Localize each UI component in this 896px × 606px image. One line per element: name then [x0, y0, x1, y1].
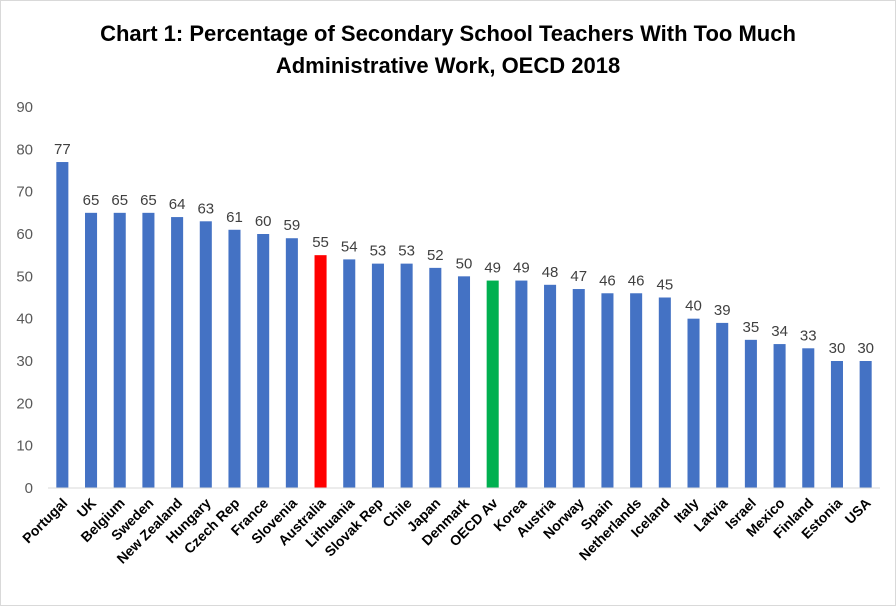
y-tick-label: 40: [16, 311, 33, 328]
data-label: 55: [312, 234, 329, 251]
bar-italy: [687, 318, 700, 488]
bar-latvia: [716, 322, 729, 488]
bar-finland: [802, 348, 815, 488]
data-label: 59: [284, 217, 301, 234]
bars: [56, 162, 872, 489]
chart-title: Chart 1: Percentage of Secondary School …: [0, 18, 896, 82]
bar-estonia: [830, 361, 843, 488]
data-label: 30: [829, 340, 846, 357]
data-label: 46: [599, 272, 616, 289]
y-tick-label: 20: [16, 395, 33, 412]
bar-france: [257, 234, 270, 488]
y-tick-label: 80: [16, 141, 33, 158]
data-label: 60: [255, 213, 272, 230]
bar-slovak-rep: [371, 263, 384, 488]
bar-iceland: [658, 297, 671, 488]
bar-spain: [601, 293, 614, 488]
data-label: 52: [427, 247, 444, 264]
bar-oecd-av: [486, 280, 499, 488]
data-label: 40: [685, 298, 702, 315]
bar-usa: [859, 361, 872, 488]
data-label: 64: [169, 196, 186, 213]
bar-denmark: [457, 276, 471, 488]
y-tick-label: 90: [16, 99, 33, 116]
bar-korea: [515, 280, 528, 488]
data-label: 47: [570, 268, 587, 285]
y-tick-label: 30: [16, 353, 33, 370]
y-tick-label: 10: [16, 438, 33, 455]
bar-lithuania: [343, 259, 356, 488]
bar-mexico: [773, 344, 786, 488]
data-label: 49: [484, 260, 501, 277]
y-tick-label: 0: [25, 480, 33, 497]
bar-belgium: [113, 212, 126, 488]
bar-hungary: [199, 221, 212, 489]
bar-slovenia: [285, 238, 298, 488]
data-label: 50: [456, 255, 473, 272]
data-label: 30: [857, 340, 874, 357]
x-tick-label: Latvia: [690, 495, 730, 535]
bar-norway: [572, 289, 585, 488]
data-label: 54: [341, 238, 358, 255]
data-label: 65: [140, 192, 157, 209]
bar-austria: [544, 284, 557, 488]
bar-australia: [314, 255, 327, 488]
y-axis: 0 10 20 30 40 50 60 70 80 90: [16, 99, 33, 497]
bar-japan: [429, 267, 442, 488]
data-label: 65: [83, 192, 100, 209]
data-labels: 77 65 65 65 64 63 61 60 59 55 54 53 53 52 50 49 49 48 47 46…: [54, 141, 874, 357]
bar-uk: [85, 212, 98, 488]
bar-portugal: [56, 162, 69, 488]
data-label: 49: [513, 260, 530, 277]
data-label: 53: [370, 243, 387, 260]
data-label: 63: [197, 200, 214, 217]
data-label: 33: [800, 327, 817, 344]
data-label: 65: [111, 192, 128, 209]
chart-title-line-1: Chart 1: Percentage of Secondary School …: [100, 21, 796, 46]
bar-israel: [744, 339, 757, 488]
bar-netherlands: [630, 293, 643, 488]
data-label: 77: [54, 141, 71, 158]
chart-title-line-2: Administrative Work, OECD 2018: [275, 53, 621, 78]
y-tick-label: 70: [16, 184, 33, 201]
bar-czech-rep: [228, 229, 241, 488]
data-label: 39: [714, 302, 731, 319]
y-tick-label: 60: [16, 226, 33, 243]
data-label: 48: [542, 264, 559, 281]
bar-chile: [400, 263, 413, 488]
x-tick-label: Portugal: [19, 495, 70, 546]
data-label: 34: [771, 323, 788, 340]
y-tick-label: 50: [16, 268, 33, 285]
data-label: 61: [226, 209, 243, 226]
data-label: 53: [398, 243, 415, 260]
data-label: 45: [656, 277, 673, 294]
x-tick-label: USA: [842, 495, 874, 527]
bar-sweden: [142, 212, 155, 488]
bar-new-zealand: [171, 217, 184, 488]
data-label: 35: [743, 319, 760, 336]
data-label: 46: [628, 272, 645, 289]
